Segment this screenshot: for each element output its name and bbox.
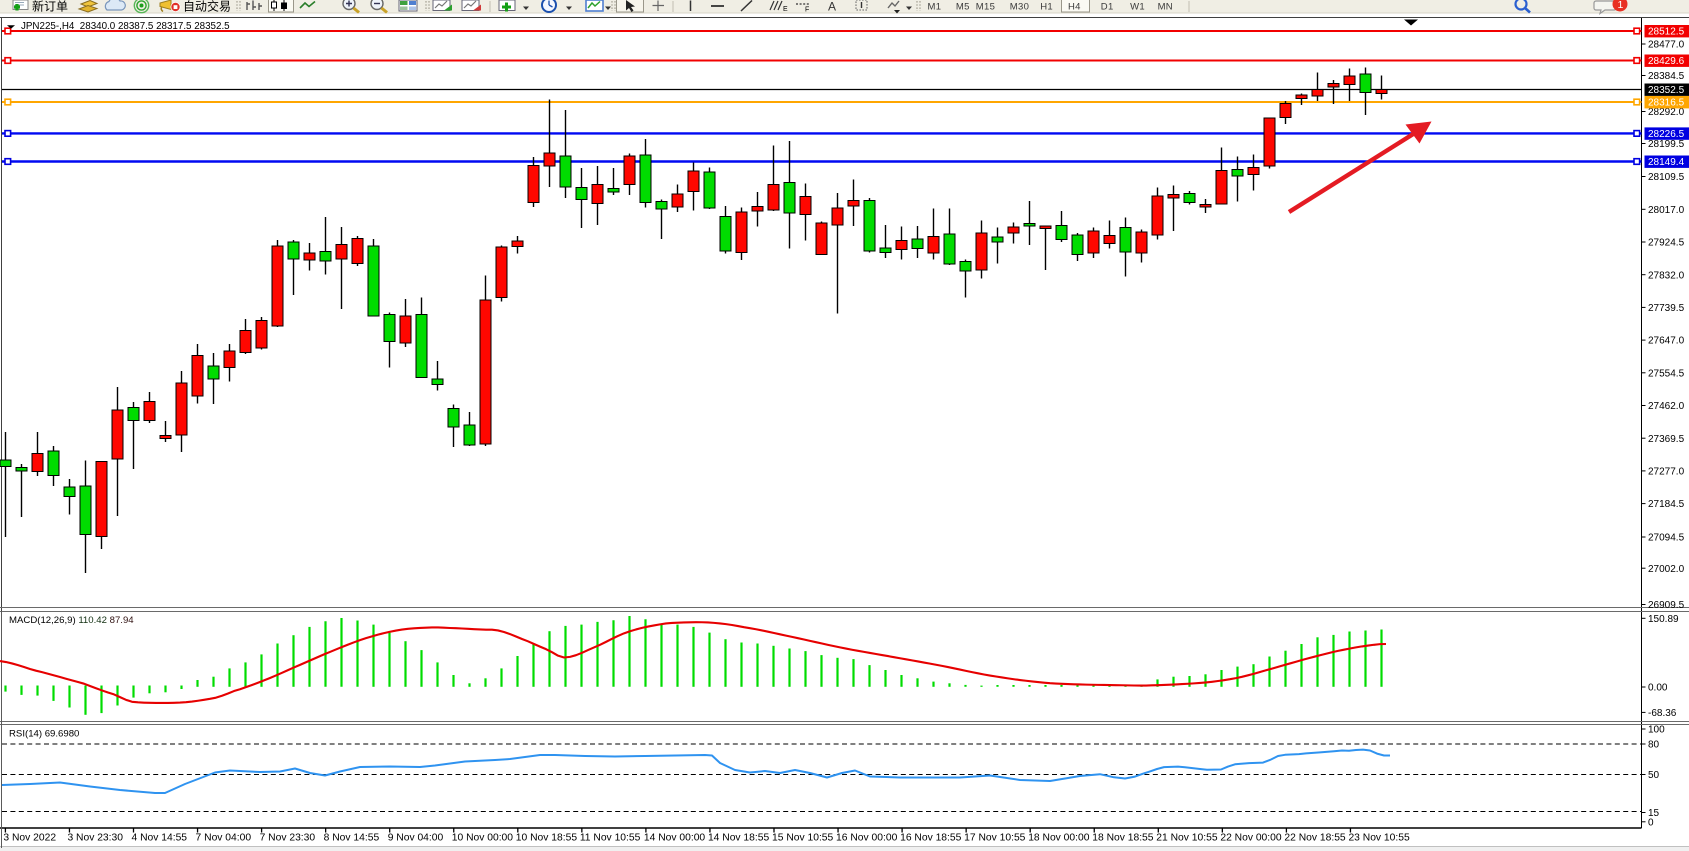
svg-text:17 Nov 10:55: 17 Nov 10:55 (964, 833, 1026, 844)
svg-text:3 Nov 23:30: 3 Nov 23:30 (67, 833, 123, 844)
svg-text:80: 80 (1648, 740, 1660, 751)
svg-text:28429.6: 28429.6 (1648, 56, 1685, 67)
svg-text:RSI(14) 69.6980: RSI(14) 69.6980 (9, 729, 79, 740)
svg-text:11 Nov 10:55: 11 Nov 10:55 (580, 833, 641, 844)
svg-text:MACD(12,26,9) 110.42 87.94: MACD(12,26,9) 110.42 87.94 (9, 615, 134, 626)
svg-text:3 Nov 2022: 3 Nov 2022 (3, 833, 56, 844)
svg-text:0.00: 0.00 (1648, 683, 1668, 694)
svg-text:M30: M30 (1010, 2, 1029, 13)
svg-text:27184.5: 27184.5 (1648, 499, 1685, 510)
svg-text:9 Nov 04:00: 9 Nov 04:00 (388, 833, 444, 844)
svg-text:26909.5: 26909.5 (1648, 600, 1685, 611)
svg-text:15: 15 (1648, 808, 1660, 819)
svg-text:21 Nov 10:55: 21 Nov 10:55 (1156, 833, 1218, 844)
svg-text:18 Nov 00:00: 18 Nov 00:00 (1028, 833, 1090, 844)
svg-text:27739.5: 27739.5 (1648, 303, 1685, 314)
svg-text:10 Nov 00:00: 10 Nov 00:00 (452, 833, 514, 844)
svg-text:28226.5: 28226.5 (1648, 129, 1685, 140)
svg-text:27924.5: 27924.5 (1648, 238, 1685, 249)
svg-text:27277.0: 27277.0 (1648, 467, 1685, 478)
svg-text:27002.0: 27002.0 (1648, 564, 1685, 575)
svg-text:0: 0 (1648, 817, 1654, 828)
svg-text:M1: M1 (928, 2, 942, 13)
svg-text:W1: W1 (1130, 2, 1145, 13)
svg-text:23 Nov 10:55: 23 Nov 10:55 (1348, 833, 1410, 844)
svg-text:28149.4: 28149.4 (1648, 157, 1685, 168)
svg-text:7 Nov 23:30: 7 Nov 23:30 (260, 833, 316, 844)
svg-text:14 Nov 00:00: 14 Nov 00:00 (644, 833, 706, 844)
svg-text:D1: D1 (1101, 2, 1114, 13)
svg-text:100: 100 (1648, 725, 1665, 736)
svg-text:E: E (783, 6, 788, 13)
svg-text:27832.0: 27832.0 (1648, 270, 1685, 281)
svg-text:28352.5: 28352.5 (1648, 85, 1685, 96)
svg-text:28477.0: 28477.0 (1648, 40, 1685, 51)
svg-text:16 Nov 18:55: 16 Nov 18:55 (900, 833, 962, 844)
svg-text:18 Nov 18:55: 18 Nov 18:55 (1092, 833, 1154, 844)
svg-text:27369.5: 27369.5 (1648, 434, 1685, 445)
svg-text:M15: M15 (976, 2, 995, 13)
svg-text:28017.0: 28017.0 (1648, 205, 1685, 216)
svg-text:1: 1 (1618, 0, 1624, 11)
svg-text:22 Nov 18:55: 22 Nov 18:55 (1284, 833, 1346, 844)
svg-text:H1: H1 (1040, 2, 1053, 13)
svg-text:27462.0: 27462.0 (1648, 401, 1685, 412)
svg-text:27094.5: 27094.5 (1648, 533, 1685, 544)
svg-text:MN: MN (1158, 2, 1173, 13)
svg-text:10 Nov 18:55: 10 Nov 18:55 (516, 833, 578, 844)
svg-text:28292.0: 28292.0 (1648, 107, 1685, 118)
svg-text:14 Nov 18:55: 14 Nov 18:55 (708, 833, 770, 844)
svg-text:28199.5: 28199.5 (1648, 139, 1685, 150)
svg-text:28109.5: 28109.5 (1648, 172, 1685, 183)
svg-text:50: 50 (1648, 770, 1660, 781)
svg-text:自动交易: 自动交易 (183, 0, 231, 14)
svg-text:27554.5: 27554.5 (1648, 368, 1685, 379)
svg-text:22 Nov 00:00: 22 Nov 00:00 (1220, 833, 1282, 844)
svg-text:JPN225-,H4 28340.0 28387.5 28: JPN225-,H4 28340.0 28387.5 28317.5 28352… (21, 21, 230, 32)
svg-text:F: F (805, 7, 809, 14)
svg-text:28384.5: 28384.5 (1648, 71, 1685, 82)
svg-text:150.89: 150.89 (1648, 614, 1679, 625)
svg-text:16 Nov 00:00: 16 Nov 00:00 (836, 833, 898, 844)
svg-text:H4: H4 (1068, 2, 1081, 13)
svg-text:4 Nov 14:55: 4 Nov 14:55 (132, 833, 188, 844)
svg-text:15 Nov 10:55: 15 Nov 10:55 (772, 833, 834, 844)
svg-text:新订单: 新订单 (32, 0, 68, 14)
svg-text:28316.5: 28316.5 (1648, 98, 1685, 109)
svg-text:-68.36: -68.36 (1648, 708, 1677, 719)
svg-text:28512.5: 28512.5 (1648, 27, 1685, 38)
svg-text:27647.0: 27647.0 (1648, 336, 1685, 347)
svg-text:A: A (828, 0, 836, 14)
svg-text:M5: M5 (956, 2, 970, 13)
svg-text:8 Nov 14:55: 8 Nov 14:55 (324, 833, 380, 844)
svg-text:7 Nov 04:00: 7 Nov 04:00 (196, 833, 252, 844)
